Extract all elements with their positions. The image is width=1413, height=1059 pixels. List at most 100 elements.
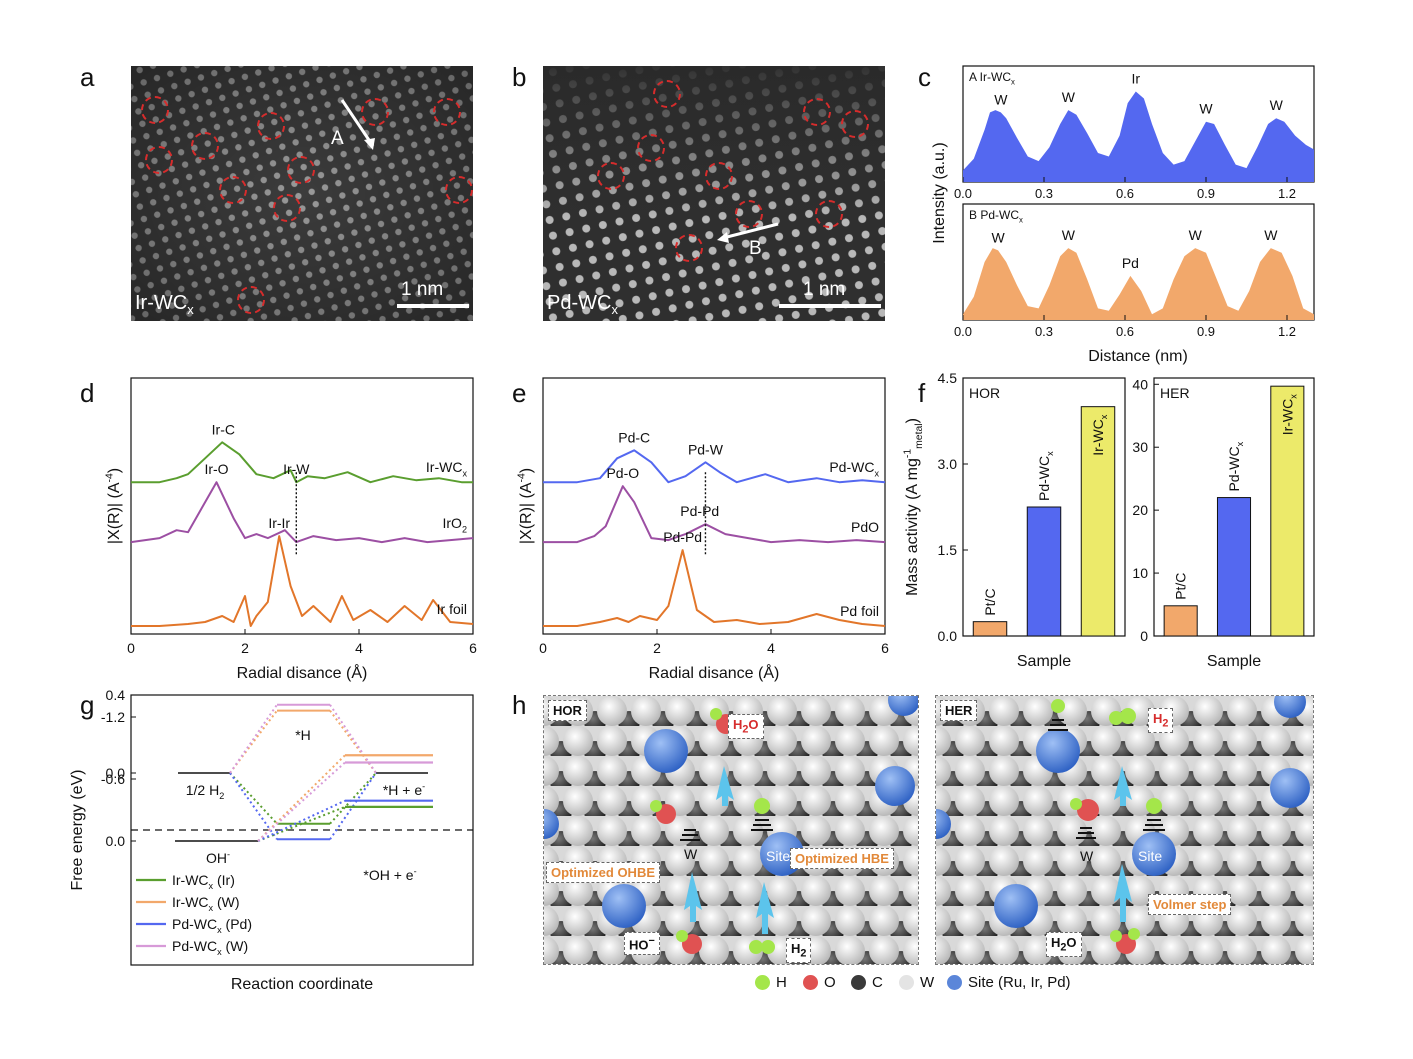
connector-top (229, 704, 278, 774)
plot-frame-f-her (1153, 377, 1315, 637)
series-name: Ir-WCx​ (426, 459, 468, 478)
legend-label: C (872, 974, 883, 991)
legend-item: Site (Ru, Ir, Pd) (947, 974, 1071, 991)
peak-annotation: Ir-Ir (268, 515, 290, 531)
panel-letter-c: c (918, 62, 931, 92)
bar-f-her (1216, 497, 1252, 637)
atom-circle (637, 134, 665, 162)
axis-label-x-g: Reaction coordinate (231, 976, 373, 993)
y-tick-label: 0.0 (938, 628, 958, 644)
intensity-area-c-bottom (963, 248, 1314, 320)
atom-circle (191, 132, 219, 160)
micrograph-a: A Ir-WCx 1 nm (131, 66, 473, 321)
scheme-hor: HOR H2O W Site Optimized OHBE Optimized … (543, 695, 919, 965)
bar-category-label: Pt/C (982, 588, 998, 615)
scale-bar-a (397, 304, 469, 308)
peak-label: W (1189, 227, 1203, 243)
scheme-her-surface (936, 696, 1313, 964)
bar-f-her (1163, 605, 1198, 637)
y-tick-label: 0.0 (106, 765, 126, 781)
peak-annotation: Ir-O (204, 461, 228, 477)
legend-label: H (776, 974, 787, 991)
y-tick-label: 0 (1140, 628, 1148, 644)
scheme-her-h2-label: H2 (1148, 708, 1174, 733)
series-name: Pd foil (840, 603, 879, 619)
legend-label: Ir-WCx​ (Ir) (172, 872, 235, 891)
x-tick-label: 2 (241, 640, 249, 656)
atom-circle (675, 234, 703, 262)
scheme-hor-surface (544, 696, 918, 964)
series-line-e-1 (543, 485, 886, 544)
connector-top (329, 772, 377, 825)
peak-annotation: Pd-Pd (680, 503, 719, 519)
legend-item: C (851, 974, 883, 991)
x-tick-label: 0.3 (1035, 324, 1053, 339)
scale-bar-b (779, 304, 881, 308)
connector-top (329, 710, 377, 774)
atom-circle (237, 286, 265, 314)
connector-top (229, 772, 278, 840)
atom-circle (735, 200, 763, 228)
series-name: IrO2​ (442, 515, 467, 534)
series-line-d-2 (131, 535, 474, 627)
bar-category-label: Pt/C (1173, 573, 1189, 600)
peak-label: W (1264, 227, 1278, 243)
panel-title-f-her: HER (1160, 385, 1190, 401)
x-tick-label: 1.2 (1278, 324, 1296, 339)
bar-f-her (1270, 385, 1305, 637)
level-label-oh-end: *OH + e-​ (363, 866, 416, 883)
atom-circle (141, 96, 169, 124)
peak-annotation: Pd-Pd (663, 529, 702, 545)
plot-frame-e (542, 377, 886, 635)
scheme-hor-site-label: Site (766, 848, 791, 864)
scheme-legend: H O C W Site (Ru, Ir, Pd) (755, 974, 1155, 996)
scheme-hor-hbe-label: Optimized HBE (790, 848, 894, 869)
connector-bottom (257, 754, 346, 842)
series-name: Ir foil (437, 601, 467, 617)
legend-item: H (755, 974, 787, 991)
panel-letter-e: e (512, 378, 527, 408)
scheme-hor-ho-label: HO− (624, 932, 660, 956)
scheme-her-site-label: Site (1138, 848, 1163, 864)
peak-annotation: Ir-C (212, 421, 235, 437)
level-label-start: 1/2 H2​ (186, 782, 225, 801)
panel-letter-h: h (512, 690, 527, 720)
peak-label: Pd (1122, 255, 1139, 271)
y-tick-label: 3.0 (938, 456, 958, 472)
atom-circle (273, 194, 301, 222)
atom-circle (653, 80, 681, 108)
scale-bar-label-a: 1 nm (401, 279, 444, 300)
x-tick-label: 0 (127, 640, 135, 656)
bar-category-label: Pd-WCx​ (1036, 451, 1055, 501)
axis-label-x-f-her: Sample (1207, 653, 1261, 670)
scheme-hor-ohbe-label: Optimized OHBE (546, 862, 661, 883)
legend-dot (851, 975, 866, 990)
atom-circle (705, 162, 733, 190)
line-profile-header-c-bottom: B Pd-WCx​ (969, 208, 1023, 225)
peak-label: W (1062, 89, 1076, 105)
plot-frame-c-top (962, 65, 1315, 183)
legend-dot (899, 975, 914, 990)
series-line-d-0 (131, 441, 473, 484)
peak-annotation: Ir-W (283, 461, 310, 477)
connector-bottom (257, 805, 346, 842)
plot-frame-f-hor (962, 377, 1126, 637)
y-tick-label: 30 (1132, 439, 1148, 455)
x-tick-label: 6 (469, 640, 477, 656)
legend-label: W (920, 974, 935, 991)
connector-top (329, 772, 377, 840)
series-name: Pd-WCx​ (829, 459, 879, 478)
panel-letter-a: a (80, 62, 95, 92)
y-tick-label: -1.2 (101, 709, 125, 725)
scheme-her: HER H2 W Site Volmer step H2O (935, 695, 1314, 965)
bar-f-hor (972, 621, 1008, 637)
arrow-label-a: A (331, 128, 344, 149)
x-tick-label: 0 (539, 640, 547, 656)
peak-label: W (1062, 227, 1076, 243)
micrograph-a-lattice (131, 66, 473, 321)
scheme-hor-title: HOR (548, 700, 587, 721)
connector-top (229, 772, 278, 825)
line-profile-header-c-top: A Ir-WCx​ (969, 70, 1015, 87)
legend-label: Ir-WCx​ (W) (172, 894, 240, 913)
scheme-her-w-label: W (1080, 848, 1094, 864)
